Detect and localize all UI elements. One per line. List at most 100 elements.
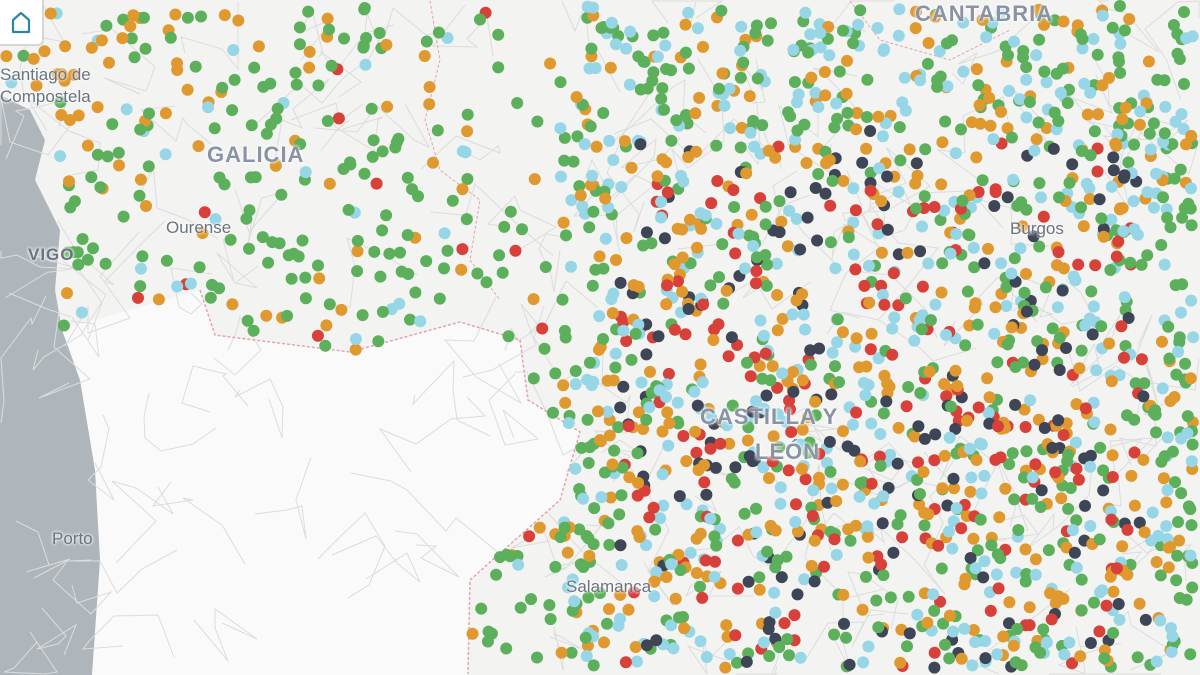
- data-point[interactable]: [928, 646, 941, 659]
- data-point[interactable]: [81, 253, 94, 266]
- data-point[interactable]: [1084, 460, 1097, 473]
- data-point[interactable]: [656, 425, 669, 438]
- data-point[interactable]: [697, 298, 710, 311]
- data-point[interactable]: [899, 292, 912, 305]
- data-point[interactable]: [544, 613, 557, 626]
- data-point[interactable]: [840, 87, 853, 100]
- data-point[interactable]: [1061, 97, 1074, 109]
- data-point[interactable]: [1109, 137, 1122, 150]
- data-point[interactable]: [723, 648, 736, 660]
- data-point[interactable]: [374, 270, 387, 283]
- data-point[interactable]: [629, 327, 642, 340]
- data-point[interactable]: [376, 145, 389, 158]
- data-point[interactable]: [784, 186, 797, 199]
- data-point[interactable]: [977, 571, 990, 584]
- data-point[interactable]: [1175, 487, 1188, 500]
- data-point[interactable]: [964, 552, 977, 564]
- data-point[interactable]: [826, 346, 839, 359]
- data-point[interactable]: [923, 365, 936, 378]
- data-point[interactable]: [1000, 300, 1013, 312]
- data-point[interactable]: [742, 421, 755, 434]
- data-point[interactable]: [1155, 455, 1168, 468]
- data-point[interactable]: [134, 280, 147, 293]
- data-point[interactable]: [716, 67, 729, 80]
- data-point[interactable]: [569, 378, 582, 391]
- data-point[interactable]: [796, 423, 809, 436]
- data-point[interactable]: [1016, 220, 1029, 233]
- data-point[interactable]: [918, 432, 931, 445]
- data-point[interactable]: [1127, 195, 1140, 208]
- data-point[interactable]: [967, 532, 980, 545]
- data-point[interactable]: [984, 119, 997, 132]
- data-point[interactable]: [821, 456, 833, 469]
- data-point[interactable]: [824, 236, 837, 249]
- data-point[interactable]: [30, 79, 43, 92]
- data-point[interactable]: [1110, 562, 1123, 575]
- data-point[interactable]: [585, 42, 598, 55]
- data-point[interactable]: [337, 163, 350, 175]
- data-point[interactable]: [1029, 553, 1042, 566]
- data-point[interactable]: [282, 249, 295, 262]
- data-point[interactable]: [632, 280, 645, 293]
- data-point[interactable]: [679, 328, 692, 341]
- data-point[interactable]: [1181, 410, 1194, 423]
- data-point[interactable]: [809, 409, 822, 422]
- data-point[interactable]: [791, 124, 804, 137]
- data-point[interactable]: [1125, 469, 1138, 482]
- data-point[interactable]: [612, 619, 625, 632]
- data-point[interactable]: [592, 405, 604, 418]
- data-point[interactable]: [850, 332, 863, 345]
- data-point[interactable]: [888, 311, 901, 324]
- data-point[interactable]: [909, 22, 922, 35]
- data-point[interactable]: [894, 154, 907, 167]
- data-point[interactable]: [1166, 445, 1179, 458]
- data-point[interactable]: [656, 468, 669, 481]
- data-point[interactable]: [1020, 61, 1033, 74]
- data-point[interactable]: [1093, 193, 1106, 206]
- data-point[interactable]: [490, 568, 503, 581]
- data-point[interactable]: [1128, 413, 1141, 426]
- data-point[interactable]: [1020, 445, 1033, 458]
- data-point[interactable]: [536, 322, 549, 335]
- data-point[interactable]: [872, 110, 885, 123]
- data-point[interactable]: [573, 523, 586, 536]
- data-point[interactable]: [785, 426, 798, 438]
- data-point[interactable]: [989, 301, 1002, 314]
- data-point[interactable]: [1187, 331, 1200, 344]
- data-point[interactable]: [729, 629, 742, 642]
- data-point[interactable]: [1138, 377, 1151, 390]
- data-point[interactable]: [192, 140, 205, 153]
- data-point[interactable]: [974, 437, 987, 450]
- data-point[interactable]: [651, 50, 664, 63]
- data-point[interactable]: [321, 115, 334, 127]
- data-point[interactable]: [1069, 274, 1082, 287]
- data-point[interactable]: [991, 548, 1004, 561]
- data-point[interactable]: [218, 178, 231, 191]
- data-point[interactable]: [1185, 455, 1198, 468]
- data-point[interactable]: [647, 29, 660, 42]
- data-point[interactable]: [599, 232, 612, 245]
- data-point[interactable]: [824, 465, 837, 478]
- data-point[interactable]: [604, 61, 617, 74]
- data-point[interactable]: [635, 376, 648, 389]
- data-point[interactable]: [54, 150, 67, 163]
- data-point[interactable]: [1046, 441, 1059, 454]
- data-point[interactable]: [648, 575, 661, 588]
- data-point[interactable]: [1118, 24, 1131, 37]
- data-point[interactable]: [269, 159, 282, 172]
- data-point[interactable]: [629, 641, 642, 653]
- data-point[interactable]: [1088, 125, 1101, 138]
- data-point[interactable]: [1177, 123, 1190, 135]
- data-point[interactable]: [1054, 86, 1067, 99]
- data-point[interactable]: [638, 484, 651, 497]
- data-point[interactable]: [1137, 390, 1150, 403]
- data-point[interactable]: [949, 147, 962, 160]
- data-point[interactable]: [860, 570, 872, 583]
- data-point[interactable]: [825, 482, 838, 495]
- data-point[interactable]: [224, 233, 237, 246]
- data-point[interactable]: [586, 169, 599, 182]
- data-point[interactable]: [828, 628, 841, 641]
- data-point[interactable]: [275, 188, 288, 201]
- data-point[interactable]: [1083, 193, 1096, 205]
- data-point[interactable]: [381, 100, 394, 113]
